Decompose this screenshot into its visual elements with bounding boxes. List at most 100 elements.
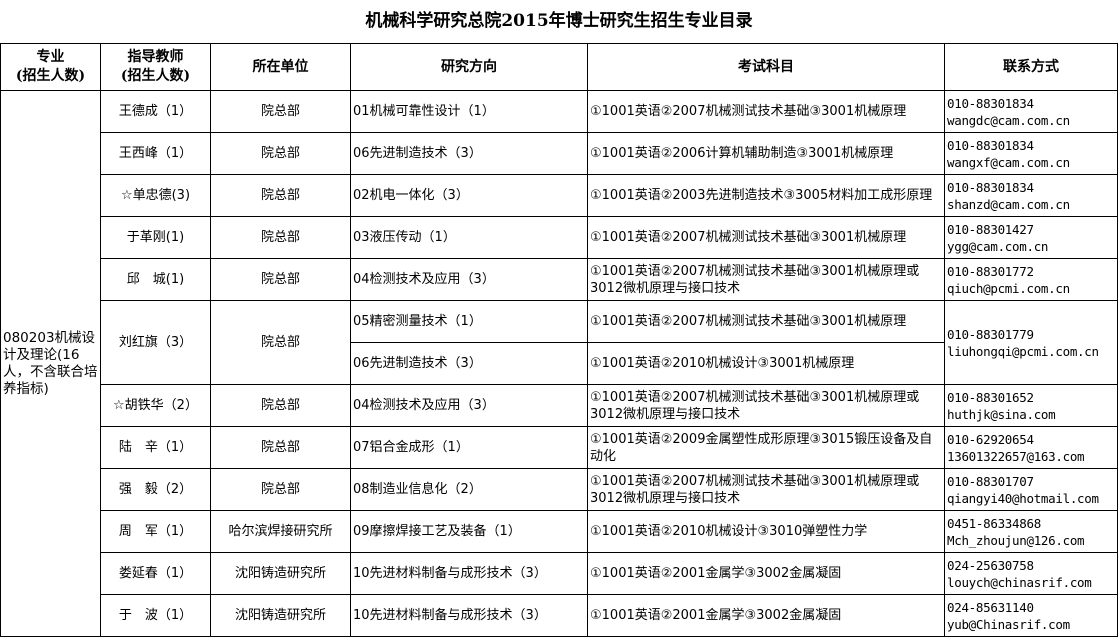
contact-cell: 010-88301779 liuhongqi@pcmi.com.cn: [944, 300, 1118, 385]
contact-phone: 010-88301772: [947, 263, 1034, 279]
contact-email[interactable]: qiangyi40@hotmail.com: [947, 490, 1099, 506]
advisor-unit: 哈尔滨焊接研究所: [210, 510, 351, 553]
advisor-name: ☆胡铁华（2）: [100, 384, 211, 427]
advisor-name: ☆单忠德(3): [100, 174, 211, 217]
contact-cell: 010-62920654 13601322657@163.com: [944, 426, 1118, 469]
contact-phone: 024-85631140: [947, 599, 1034, 615]
catalog-table: 专业 (招生人数) 指导教师 (招生人数) 所在单位 研究方向 考试科目 联系方式 …: [0, 43, 1118, 637]
header-major-line2: (招生人数): [15, 68, 86, 84]
contact-email[interactable]: Mch_zhoujun@126.com: [947, 532, 1085, 548]
advisor-unit: 院总部: [210, 90, 351, 133]
contact-email[interactable]: ygg@cam.com.cn: [947, 238, 1049, 254]
contact-cell: 010-88301427 ygg@cam.com.cn: [944, 216, 1118, 259]
advisor-unit: 院总部: [210, 468, 351, 511]
page-title: 机械科学研究总院2015年博士研究生招生专业目录: [365, 11, 753, 31]
research-direction: 10先进材料制备与成形技术（3）: [350, 594, 588, 637]
contact-email[interactable]: wangdc@cam.com.cn: [947, 112, 1070, 128]
research-direction: 07铝合金成形（1）: [350, 426, 588, 469]
contact-email[interactable]: wangxf@cam.com.cn: [947, 154, 1070, 170]
advisor-unit: 院总部: [210, 258, 351, 301]
advisor-name: 王西峰（1）: [100, 132, 211, 175]
advisor-name: 王德成（1）: [100, 90, 211, 133]
contact-email[interactable]: shanzd@cam.com.cn: [947, 196, 1070, 212]
contact-email[interactable]: yub@Chinasrif.com: [947, 616, 1070, 632]
table-row: 刘红旗（3） 院总部 05精密测量技术（1） ①1001英语②2007机械测试技术基础…: [1, 300, 1118, 385]
exam-subjects: ①1001英语②2007机械测试技术基础③3001机械原理: [587, 90, 945, 133]
exam-subjects: ①1001英语②2007机械测试技术基础③3001机械原理: [587, 216, 945, 259]
advisor-unit: 沈阳铸造研究所: [210, 594, 351, 637]
advisor-unit: 院总部: [210, 174, 351, 217]
advisor-name: 于革刚(1): [100, 216, 211, 259]
header-unit: 所在单位: [210, 43, 351, 91]
contact-phone: 024-25630758: [947, 557, 1034, 573]
header-advisor: 指导教师 (招生人数): [100, 43, 211, 91]
contact-phone: 010-62920654: [947, 431, 1034, 447]
contact-phone: 010-88301427: [947, 221, 1034, 237]
table-row: 强 毅（2） 院总部 08制造业信息化（2） ①1001英语②2007机械测试技术基础…: [1, 468, 1118, 511]
advisor-unit: 沈阳铸造研究所: [210, 552, 351, 595]
table-row: 王西峰（1） 院总部 06先进制造技术（3） ①1001英语②2006计算机辅助制造③…: [1, 132, 1118, 175]
contact-phone: 010-88301834: [947, 137, 1034, 153]
advisor-unit: 院总部: [210, 132, 351, 175]
contact-cell: 024-25630758 louych@chinasrif.com: [944, 552, 1118, 595]
contact-email[interactable]: qiuch@pcmi.com.cn: [947, 280, 1070, 296]
contact-cell: 010-88301772 qiuch@pcmi.com.cn: [944, 258, 1118, 301]
header-major: 专业 (招生人数): [0, 43, 101, 91]
contact-phone: 010-88301652: [947, 389, 1034, 405]
contact-phone: 010-88301707: [947, 473, 1034, 489]
research-direction: 04检测技术及应用（3）: [350, 384, 588, 427]
header-direction: 研究方向: [350, 43, 588, 91]
research-direction: 06先进制造技术（3）: [350, 132, 588, 175]
header-major-line1: 专业: [36, 49, 65, 65]
contact-cell: 010-88301834 wangdc@cam.com.cn: [944, 90, 1118, 133]
exam-subjects: ①1001英语②2007机械测试技术基础③3001机械原理或3012微机原理与接…: [587, 468, 945, 511]
exam-subjects: ①1001英语②2001金属学③3002金属凝固: [587, 552, 945, 595]
table-row: 周 军（1） 哈尔滨焊接研究所 09摩擦焊接工艺及装备（1） ①1001英语②2010…: [1, 510, 1118, 553]
research-direction: 06先进制造技术（3）: [350, 342, 588, 385]
table-row: 娄延春（1） 沈阳铸造研究所 10先进材料制备与成形技术（3） ①1001英语②200…: [1, 552, 1118, 595]
advisor-name: 于 波（1）: [100, 594, 211, 637]
exam-subjects: ①1001英语②2003先进制造技术③3005材料加工成形原理: [587, 174, 945, 217]
contact-email[interactable]: huthjk@sina.com: [947, 406, 1056, 422]
exam-subjects: ①1001英语②2007机械测试技术基础③3001机械原理或3012微机原理与接…: [587, 258, 945, 301]
exam-subjects: ①1001英语②2009金属塑性成形原理③3015锻压设备及自动化: [587, 426, 945, 469]
research-direction: 03液压传动（1）: [350, 216, 588, 259]
header-advisor-line2: (招生人数): [120, 68, 191, 84]
research-direction: 08制造业信息化（2）: [350, 468, 588, 511]
research-direction: 02机电一体化（3）: [350, 174, 588, 217]
contact-phone: 010-88301834: [947, 95, 1034, 111]
exam-subjects: ①1001英语②2001金属学③3002金属凝固: [587, 594, 945, 637]
contact-cell: 0451-86334868 Mch_zhoujun@126.com: [944, 510, 1118, 553]
header-contact: 联系方式: [944, 43, 1118, 91]
advisor-name: 邱 城(1): [100, 258, 211, 301]
research-direction: 04检测技术及应用（3）: [350, 258, 588, 301]
advisor-name: 陆 辛（1）: [100, 426, 211, 469]
research-direction: 05精密测量技术（1）: [350, 300, 588, 343]
advisor-name: 强 毅（2）: [100, 468, 211, 511]
contact-cell: 010-88301834 shanzd@cam.com.cn: [944, 174, 1118, 217]
contact-email[interactable]: liuhongqi@pcmi.com.cn: [947, 343, 1099, 359]
exam-subjects: ①1001英语②2007机械测试技术基础③3001机械原理: [587, 300, 945, 343]
table-row: 06先进制造技术（3） ①1001英语②2010机械设计③3001机械原理: [1, 342, 1118, 385]
contact-email[interactable]: 13601322657@163.com: [947, 448, 1085, 464]
research-direction: 01机械可靠性设计（1）: [350, 90, 588, 133]
contact-cell: 010-88301707 qiangyi40@hotmail.com: [944, 468, 1118, 511]
contact-phone: 010-88301834: [947, 179, 1034, 195]
table-row: ☆单忠德(3) 院总部 02机电一体化（3） ①1001英语②2003先进制造技术③3…: [1, 174, 1118, 217]
table-row: 邱 城(1) 院总部 04检测技术及应用（3） ①1001英语②2007机械测试技术基…: [1, 258, 1118, 301]
exam-subjects: ①1001英语②2010机械设计③3010弹塑性力学: [587, 510, 945, 553]
contact-cell: 010-88301834 wangxf@cam.com.cn: [944, 132, 1118, 175]
table-row: 080203机械设计及理论(16人，不含联合培养指标) 王德成（1） 院总部 01机械…: [0, 90, 1118, 637]
table-row: 于 波（1） 沈阳铸造研究所 10先进材料制备与成形技术（3） ①1001英语②200…: [1, 594, 1118, 637]
exam-subjects: ①1001英语②2006计算机辅助制造③3001机械原理: [587, 132, 945, 175]
major-cell: 080203机械设计及理论(16人，不含联合培养指标): [0, 90, 101, 637]
contact-cell: 010-88301652 huthjk@sina.com: [944, 384, 1118, 427]
advisor-name: 周 军（1）: [100, 510, 211, 553]
advisor-name: 刘红旗（3）: [100, 300, 211, 385]
contact-email[interactable]: louych@chinasrif.com: [947, 574, 1092, 590]
advisor-unit: 院总部: [210, 216, 351, 259]
research-direction: 10先进材料制备与成形技术（3）: [350, 552, 588, 595]
advisor-unit: 院总部: [210, 300, 351, 385]
header-row: 专业 (招生人数) 指导教师 (招生人数) 所在单位 研究方向 考试科目 联系方式: [0, 43, 1118, 91]
research-direction: 09摩擦焊接工艺及装备（1）: [350, 510, 588, 553]
